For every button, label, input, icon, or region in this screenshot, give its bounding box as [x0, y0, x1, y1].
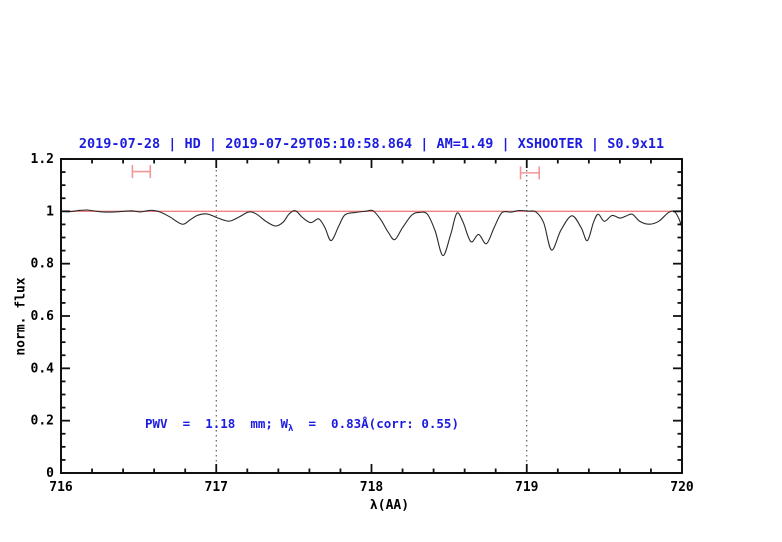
- x-tick-label: 717: [205, 480, 228, 495]
- y-tick-label: 0: [46, 466, 54, 481]
- x-axis-label: λ(AA): [369, 498, 410, 513]
- x-tick-label: 718: [360, 480, 384, 495]
- x-tick-label: 716: [49, 480, 73, 495]
- x-tick-label: 720: [670, 480, 694, 495]
- lambda-subscript: λ: [288, 424, 294, 434]
- y-tick-label: 1: [46, 204, 54, 219]
- x-tick-label: 719: [515, 480, 538, 495]
- y-tick-label: 0.2: [31, 414, 54, 429]
- y-tick-label: 0.6: [31, 309, 55, 324]
- pwv-annotation: PWV = 1.18 mm; Wλ = 0.83Å(corr: 0.55): [145, 416, 459, 434]
- spectrum-line: [60, 209, 683, 257]
- pwv-annotation-text-2: = 0.83Å(corr: 0.55): [293, 416, 459, 431]
- y-tick-label: 0.8: [31, 257, 55, 272]
- y-axis-label-wrap: norm. flux: [7, 159, 35, 473]
- pwv-annotation-text: PWV = 1.18 mm; W: [145, 416, 288, 431]
- y-tick-label: 0.4: [31, 361, 55, 376]
- plot-title: 2019-07-28 | HD | 2019-07-29T05:10:58.86…: [78, 136, 665, 152]
- y-axis-label: norm. flux: [13, 276, 29, 356]
- y-tick-label: 1.2: [31, 152, 54, 167]
